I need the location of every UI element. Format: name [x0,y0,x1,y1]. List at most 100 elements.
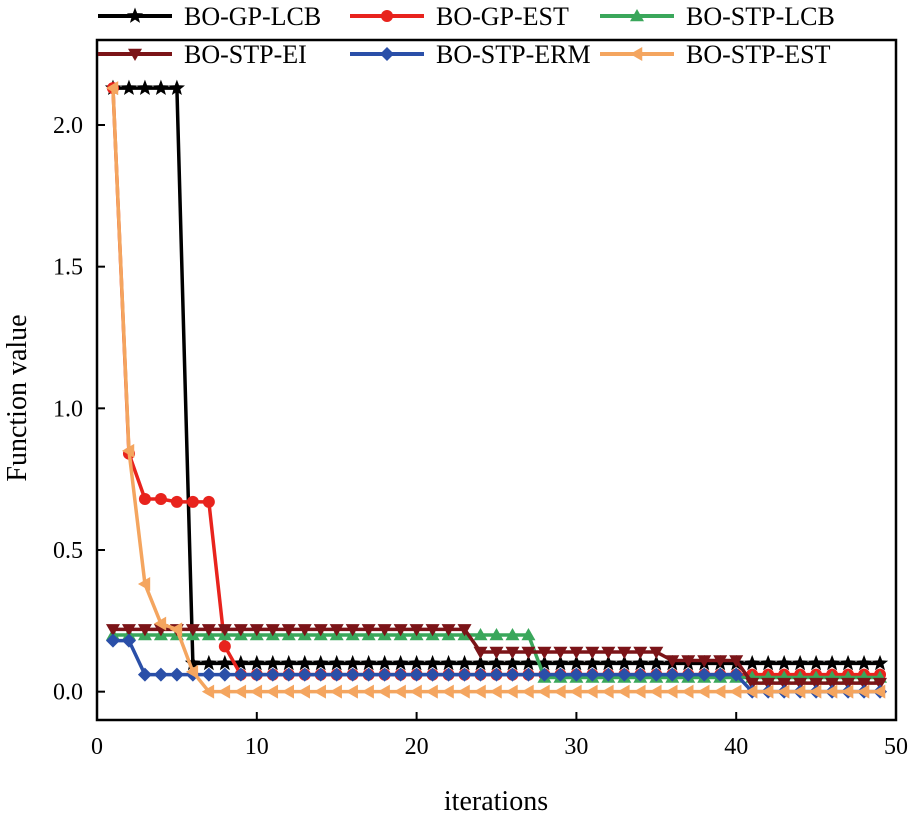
y-axis-label: Function value [2,314,33,481]
data-point [457,684,470,699]
data-point [649,646,664,659]
data-point [409,667,424,682]
data-point [409,624,424,637]
data-point [825,684,838,699]
legend-swatch-marker [126,7,144,23]
data-point [553,667,568,682]
data-point [281,667,296,682]
data-point [217,624,232,637]
data-point [233,667,248,682]
data-point [552,654,569,671]
data-point [792,654,809,671]
data-point [393,684,406,699]
data-point [681,655,696,668]
legend-entry: BO-GP-LCB [98,2,321,31]
data-point [296,654,313,671]
data-point [585,667,600,682]
data-point [873,684,886,699]
data-point [186,495,199,508]
data-point [281,624,296,637]
data-point [857,684,870,699]
data-point [632,654,649,671]
legend-label: BO-STP-ERM [436,40,591,69]
data-point [505,667,520,682]
data-point [361,684,374,699]
data-point [313,684,326,699]
series-bo-stp-ei [105,624,888,691]
data-point [169,667,184,682]
data-point [648,654,665,671]
data-point [809,677,824,691]
data-point [120,79,138,96]
data-point [138,493,151,505]
data-point [457,667,472,682]
data-point [505,646,520,659]
data-point [793,684,806,699]
data-point [697,684,710,699]
legend-label: BO-STP-EST [686,40,831,69]
data-point [729,667,744,682]
data-point [409,684,422,699]
legend-swatch-marker [380,47,394,61]
data-point [472,654,489,671]
data-point [281,684,295,699]
x-tick-label: 10 [245,734,269,760]
data-point [713,655,728,668]
data-point [617,684,630,699]
data-point [665,684,678,699]
series-bo-stp-est [105,81,886,699]
legend-label: BO-GP-EST [436,2,569,31]
data-point [425,667,440,682]
data-point [521,628,536,641]
data-point [312,654,329,671]
data-point [313,667,328,682]
data-point [121,624,136,637]
series-bo-gp-lcb [104,79,889,671]
data-point [249,624,264,637]
data-point [633,667,648,682]
axis-layer: 0 10 20 30 40 50 0.0 0.5 1.0 1.5 2.0 [53,113,908,760]
legend-label: BO-STP-EI [184,40,307,69]
data-point [537,684,550,699]
data-point [456,654,473,671]
legend-label: BO-STP-LCB [686,2,835,31]
data-point [185,624,200,637]
y-tick-label: 1.5 [53,255,83,281]
data-point [201,624,216,637]
data-point [328,654,345,671]
data-point [729,684,742,699]
data-point [425,684,438,699]
data-point [329,684,342,699]
series-line [111,88,881,677]
legend-swatch-marker [381,10,393,22]
data-point [265,624,280,637]
data-point [248,654,265,671]
legend-swatch-marker [630,47,643,61]
data-point [600,654,617,671]
data-point [376,654,393,671]
data-point [489,684,502,699]
data-point [553,646,568,659]
data-point [601,667,616,682]
data-point [202,495,215,508]
data-point [649,684,662,699]
data-point [473,628,488,641]
data-point [121,633,136,648]
data-point [345,684,358,699]
legend: BO-GP-LCB BO-GP-EST BO-STP-LCB BO-STP-EI BO-… [98,2,835,69]
data-point [392,654,409,671]
data-point [137,667,152,682]
data-point [105,81,119,96]
data-point [473,646,488,659]
data-point [393,624,408,637]
data-point [360,654,377,671]
data-point [169,622,183,637]
legend-swatch-marker [630,9,644,22]
data-point [105,624,120,637]
x-tick-label: 50 [884,734,908,760]
data-point [665,655,680,668]
data-point [201,684,215,699]
data-point [697,655,712,668]
data-point [520,654,537,671]
data-point [585,684,598,699]
